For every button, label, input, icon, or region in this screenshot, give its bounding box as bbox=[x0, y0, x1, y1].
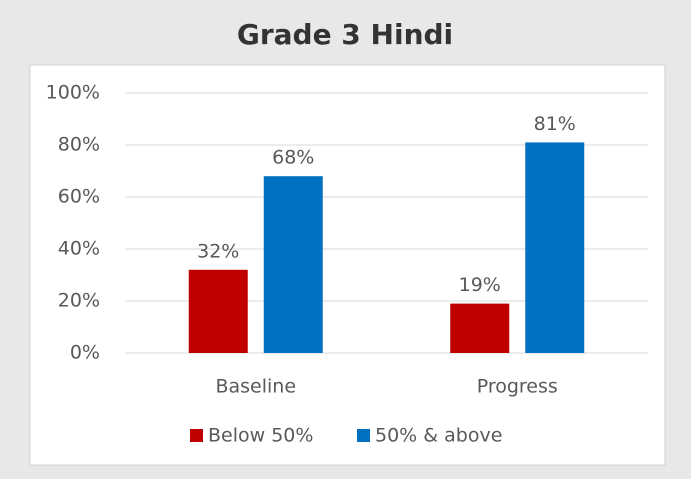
bar bbox=[263, 176, 323, 353]
legend-swatch bbox=[190, 429, 203, 442]
legend-label: 50% & above bbox=[375, 425, 502, 447]
data-label: 81% bbox=[534, 113, 576, 135]
y-tick-label: 20% bbox=[58, 290, 100, 312]
y-tick-label: 100% bbox=[46, 82, 100, 104]
data-label: 32% bbox=[197, 240, 239, 262]
chart-title: Grade 3 Hindi bbox=[237, 18, 453, 51]
data-label: 19% bbox=[459, 274, 501, 296]
legend-swatch bbox=[357, 429, 370, 442]
y-tick-label: 0% bbox=[70, 342, 100, 364]
bar bbox=[450, 303, 510, 353]
legend-label: Below 50% bbox=[208, 425, 313, 447]
bar bbox=[188, 269, 248, 353]
bar bbox=[525, 142, 585, 353]
x-tick-label: Progress bbox=[477, 376, 558, 398]
y-tick-label: 80% bbox=[58, 134, 100, 156]
data-label: 68% bbox=[272, 147, 314, 169]
y-tick-label: 60% bbox=[58, 186, 100, 208]
y-tick-label: 40% bbox=[58, 238, 100, 260]
x-tick-label: Baseline bbox=[215, 376, 296, 398]
